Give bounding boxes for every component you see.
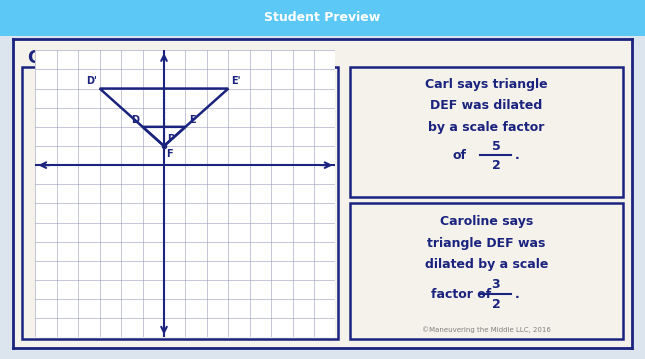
Text: P: P: [167, 134, 174, 144]
Text: 5: 5: [491, 140, 501, 153]
Text: dilated by a scale: dilated by a scale: [425, 258, 548, 271]
Text: 3: 3: [491, 279, 500, 292]
Text: E': E': [232, 76, 241, 86]
Bar: [22, 67, 338, 339]
Bar: [350, 67, 623, 197]
Text: DEF was dilated: DEF was dilated: [430, 99, 542, 112]
Text: .: .: [515, 288, 519, 301]
Text: Student Preview: Student Preview: [264, 11, 381, 24]
Text: 2: 2: [491, 159, 501, 172]
Text: .: .: [515, 149, 519, 162]
Text: ©Maneuvering the Middle LLC, 2016: ©Maneuvering the Middle LLC, 2016: [422, 326, 551, 333]
Text: Carl says triangle: Carl says triangle: [425, 78, 548, 91]
Text: of: of: [453, 149, 466, 162]
Text: Caroline says: Caroline says: [440, 215, 533, 228]
Text: CARD #3:: CARD #3:: [28, 49, 118, 67]
Text: F: F: [166, 149, 173, 159]
Text: 2: 2: [491, 298, 501, 311]
Text: by a scale factor: by a scale factor: [428, 121, 545, 134]
Text: D': D': [86, 76, 97, 86]
Text: factor of: factor of: [431, 288, 491, 301]
Text: D: D: [132, 115, 139, 125]
Bar: [350, 203, 623, 339]
Text: E: E: [188, 115, 195, 125]
Text: triangle DEF was: triangle DEF was: [428, 237, 546, 250]
